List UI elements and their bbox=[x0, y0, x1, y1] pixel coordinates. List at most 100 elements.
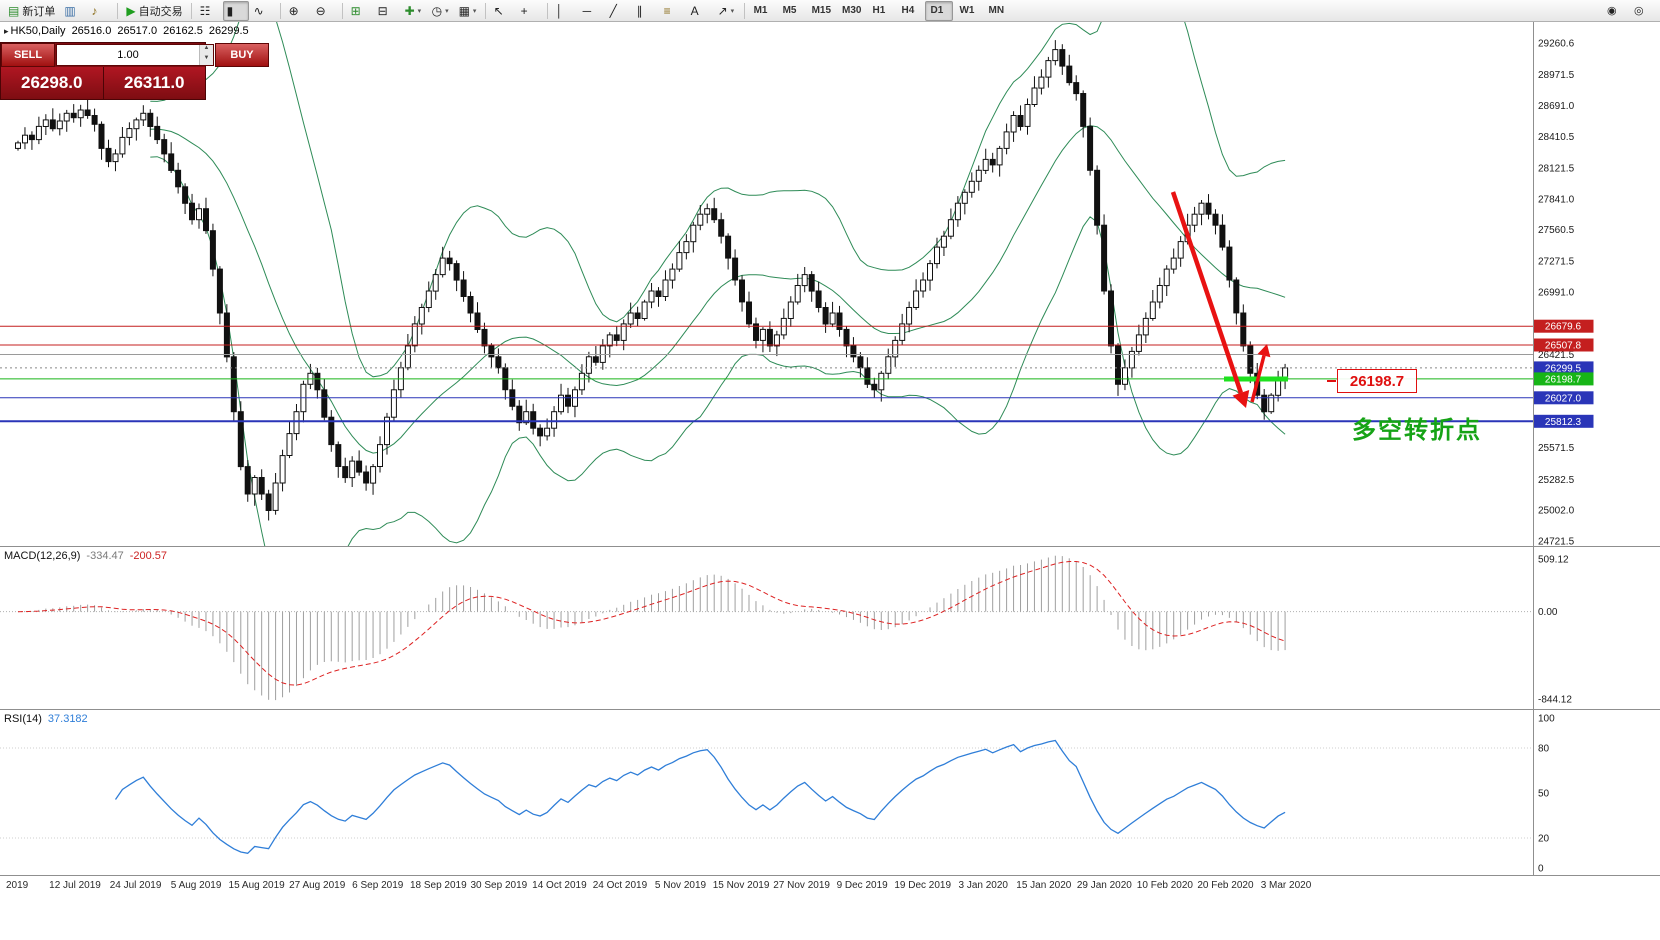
arrows-button[interactable]: ↗ ▾ bbox=[714, 1, 740, 21]
rsi-panel[interactable]: 100 80 50 20 0 bbox=[0, 710, 1660, 875]
cursor-icon: ↖ bbox=[493, 3, 504, 18]
zoom-in-button[interactable]: ⊕ bbox=[285, 1, 311, 21]
one-click-trading-panel: SELL ▲ ▼ BUY 26298.0 26311.0 bbox=[0, 42, 269, 100]
turning-point-label[interactable]: 多空转折点 bbox=[1352, 417, 1482, 444]
timeframe-mn-button[interactable]: MN bbox=[988, 5, 1005, 16]
zoom-in-icon: ⊕ bbox=[288, 3, 299, 18]
rsi-name: RSI(14) bbox=[4, 713, 42, 725]
panel-divider-macd[interactable] bbox=[0, 546, 1660, 547]
date-label: 29 Jan 2020 bbox=[1076, 880, 1132, 891]
timeframe-w1-button[interactable]: W1 bbox=[959, 5, 975, 16]
tile-windows-icon: ⊞ bbox=[350, 3, 361, 18]
volume-up-icon[interactable]: ▲ bbox=[200, 45, 213, 55]
time-axis[interactable]: 2019 12 Jul 2019 24 Jul 2019 5 Aug 2019 15 A… bbox=[0, 876, 1660, 900]
sell-button[interactable]: SELL bbox=[1, 43, 55, 67]
trend-arrow bbox=[1250, 355, 1266, 403]
sell-price[interactable]: 26298.0 bbox=[1, 67, 104, 99]
svg-text:25571.5: 25571.5 bbox=[1538, 443, 1575, 454]
price-annotation-box[interactable]: 26198.7 bbox=[1327, 369, 1417, 393]
auto-trading-button[interactable]: ▶ 自动交易 bbox=[122, 1, 186, 21]
trendline-icon: ╱ bbox=[609, 3, 617, 18]
price-badge bbox=[1533, 338, 1594, 352]
chart-collapse-icon[interactable]: ▸ bbox=[4, 26, 9, 36]
macd-panel[interactable]: 509.12 0.00 -844.12 bbox=[0, 547, 1660, 709]
periods-button[interactable]: ◷ ▾ bbox=[428, 1, 454, 21]
indicators-icon: ✚ bbox=[404, 3, 415, 18]
toolbar-separator bbox=[279, 2, 281, 19]
equidistant-channel-button[interactable]: ∥ bbox=[633, 1, 659, 21]
macd-signal-line bbox=[17, 561, 1286, 686]
price-badge bbox=[1533, 319, 1594, 333]
new-order-button[interactable]: ▤ 新订单 bbox=[4, 1, 59, 21]
volume-input[interactable] bbox=[57, 45, 199, 65]
date-label: 30 Sep 2019 bbox=[470, 880, 528, 891]
indicators-button[interactable]: ✚ ▾ bbox=[401, 1, 427, 21]
ohlc-high: 26517.0 bbox=[117, 25, 158, 37]
volume-down-icon[interactable]: ▼ bbox=[200, 55, 213, 65]
chevron-down-icon: ▾ bbox=[472, 7, 477, 15]
alerts-button[interactable]: ♪ bbox=[87, 1, 113, 21]
timeframe-d1-button[interactable]: D1 bbox=[925, 0, 954, 21]
price-chart[interactable]: 29260.6 28971.5 28691.0 28410.5 28121.5 27841… bbox=[0, 22, 1660, 546]
chevron-down-icon: ▾ bbox=[730, 7, 735, 15]
search-icon[interactable]: ◎ bbox=[1634, 5, 1644, 17]
fibonacci-button[interactable]: ≡ bbox=[660, 1, 686, 21]
text-label-button[interactable]: A bbox=[687, 1, 713, 21]
toolbar-separator bbox=[546, 2, 548, 19]
macd-histogram bbox=[17, 555, 1286, 701]
date-label: 3 Jan 2020 bbox=[958, 880, 1009, 891]
chart-profiles-button[interactable]: ▥ bbox=[60, 1, 86, 21]
timeframe-m5-button[interactable]: M5 bbox=[782, 5, 797, 16]
svg-text:0.00: 0.00 bbox=[1538, 607, 1558, 618]
fibonacci-icon: ≡ bbox=[663, 3, 671, 18]
svg-text:29260.6: 29260.6 bbox=[1538, 39, 1575, 50]
timeframe-m15-button[interactable]: M15 bbox=[811, 5, 832, 16]
zoom-out-button[interactable]: ⊖ bbox=[312, 1, 338, 21]
panel-divider-rsi[interactable] bbox=[0, 709, 1660, 710]
trend-arrow-head bbox=[1232, 390, 1250, 408]
cascade-windows-button[interactable]: ⊟ bbox=[374, 1, 400, 21]
timeframe-m30-button[interactable]: M30 bbox=[842, 5, 862, 16]
svg-text:26679.6: 26679.6 bbox=[1545, 322, 1582, 333]
bar-chart-button[interactable]: ☷ bbox=[196, 1, 222, 21]
date-label: 15 Aug 2019 bbox=[228, 880, 285, 891]
candlestick-chart-button[interactable]: ▮ bbox=[222, 0, 249, 21]
templates-button[interactable]: ▦ ▾ bbox=[455, 1, 481, 21]
bar-chart-icon: ☷ bbox=[199, 3, 211, 18]
trend-arrow-head bbox=[1257, 344, 1271, 358]
price-scale-labels: 29260.6 28971.5 28691.0 28410.5 28121.5 27841… bbox=[1533, 39, 1594, 546]
user-icon[interactable]: ◉ bbox=[1607, 5, 1617, 17]
svg-text:28410.5: 28410.5 bbox=[1538, 132, 1575, 143]
crosshair-button[interactable]: + bbox=[517, 1, 543, 21]
svg-text:100: 100 bbox=[1538, 714, 1555, 725]
trend-arrow bbox=[1170, 191, 1244, 394]
buy-button[interactable]: BUY bbox=[215, 43, 269, 67]
date-label: 20 Feb 2020 bbox=[1197, 880, 1254, 891]
date-label: 24 Jul 2019 bbox=[109, 880, 162, 891]
buy-price[interactable]: 26311.0 bbox=[103, 67, 205, 99]
macd-indicator-label: MACD(12,26,9) -334.47 -200.57 bbox=[4, 550, 173, 562]
date-label: 5 Nov 2019 bbox=[654, 880, 707, 891]
horizontal-line-button[interactable]: ─ bbox=[579, 1, 605, 21]
toolbar-separator bbox=[484, 2, 486, 19]
date-label: 19 Dec 2019 bbox=[894, 880, 952, 891]
cascade-windows-icon: ⊟ bbox=[377, 3, 388, 18]
svg-text:27841.0: 27841.0 bbox=[1538, 194, 1575, 205]
timeframe-m1-button[interactable]: M1 bbox=[753, 5, 768, 16]
cursor-button[interactable]: ↖ bbox=[490, 1, 516, 21]
trendline-button[interactable]: ╱ bbox=[606, 1, 632, 21]
price-axis[interactable] bbox=[1533, 22, 1534, 876]
line-chart-button[interactable]: ∿ bbox=[250, 1, 276, 21]
timeframe-h4-button[interactable]: H4 bbox=[901, 5, 915, 16]
ohlc-close: 26299.5 bbox=[208, 25, 249, 37]
chart-profiles-icon: ▥ bbox=[64, 3, 76, 18]
chart-window[interactable]: 29260.6 28971.5 28691.0 28410.5 28121.5 27841… bbox=[0, 22, 1660, 940]
timeframe-h1-button[interactable]: H1 bbox=[872, 5, 886, 16]
periods-icon: ◷ bbox=[431, 3, 443, 18]
vertical-line-button[interactable]: │ bbox=[552, 1, 578, 21]
svg-text:28691.0: 28691.0 bbox=[1538, 101, 1575, 112]
tile-windows-button[interactable]: ⊞ bbox=[347, 1, 373, 21]
rsi-indicator-label: RSI(14) 37.3182 bbox=[4, 713, 94, 725]
date-label: 3 Mar 2020 bbox=[1260, 880, 1312, 891]
date-label: 10 Feb 2020 bbox=[1136, 880, 1193, 891]
